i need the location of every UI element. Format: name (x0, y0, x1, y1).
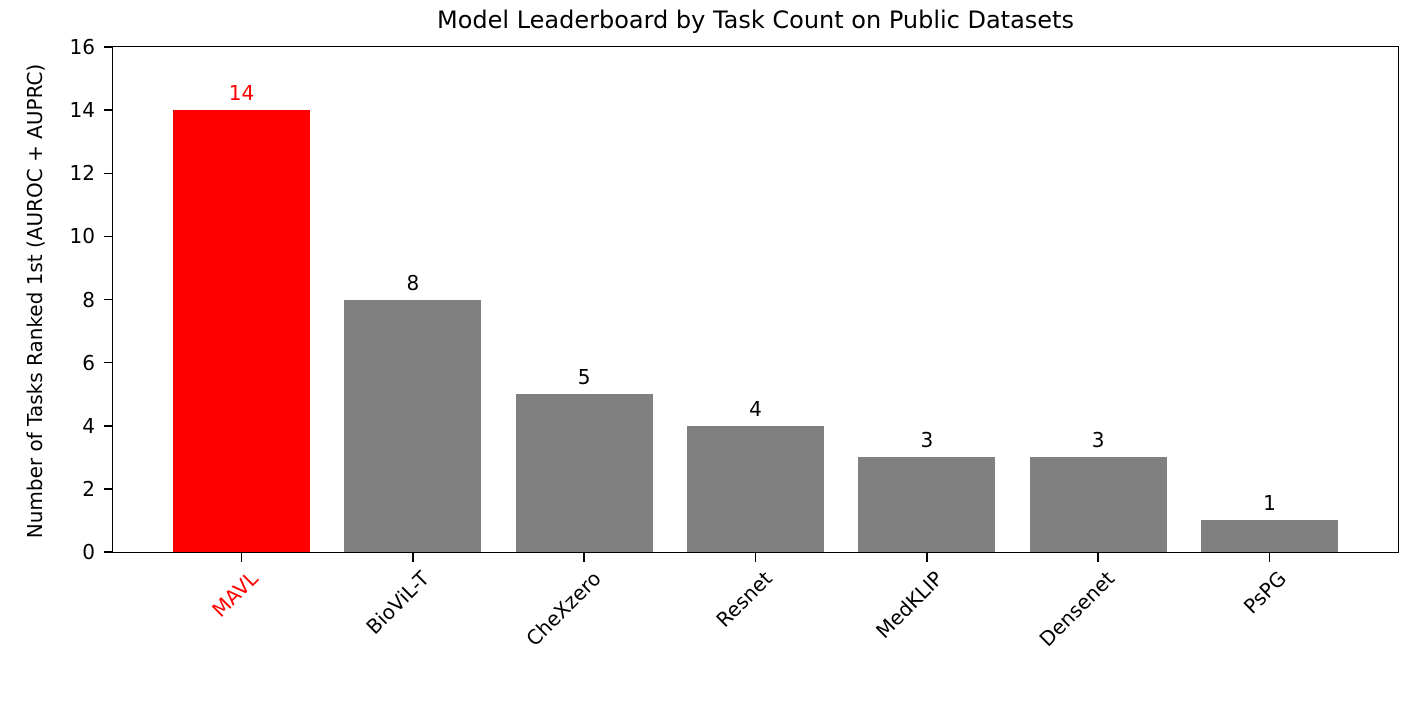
y-tick-label: 2 (82, 476, 95, 501)
bar-resnet (686, 425, 825, 552)
x-tick-mark (926, 552, 928, 562)
x-tick-label: Resnet (711, 566, 777, 632)
y-tick-mark (104, 46, 113, 48)
y-tick-mark (104, 298, 113, 301)
x-tick-label: MedKLIP (871, 566, 949, 644)
x-tick-label: BioViL-T (361, 566, 435, 639)
y-tick-mark (104, 172, 113, 174)
x-tick-mark (1097, 552, 1099, 562)
y-tick-label: 4 (82, 413, 95, 438)
y-tick-label: 12 (69, 161, 95, 186)
y-tick-label: 6 (82, 350, 95, 375)
x-tick-mark (240, 552, 243, 562)
x-tick-mark (754, 552, 757, 562)
y-tick-mark (104, 425, 113, 427)
bar-densenet (1029, 457, 1167, 552)
y-tick-label: 14 (69, 98, 95, 123)
y-tick-mark (104, 235, 113, 238)
bar-biovil-t (344, 299, 482, 552)
x-tick-label: PsPG (1238, 566, 1291, 619)
y-tick-label: 8 (82, 287, 95, 312)
y-tick-label: 10 (69, 224, 95, 249)
bar-value-label: 4 (749, 396, 762, 421)
y-tick-mark (104, 488, 113, 490)
x-tick-mark (583, 552, 585, 562)
bar-value-label: 1 (1263, 491, 1276, 516)
x-tick-label: CheXzero (520, 566, 606, 651)
y-tick-label: 0 (82, 540, 95, 564)
bar-value-label: 8 (406, 270, 420, 295)
bar-mavl (172, 110, 311, 552)
bar-chexzero (515, 394, 653, 552)
plot-spines (112, 46, 1399, 553)
bar-value-label: 5 (577, 365, 591, 390)
x-tick-mark (1268, 552, 1271, 562)
bar-value-label: 3 (920, 428, 934, 453)
bar-value-label: 3 (1091, 428, 1105, 453)
x-tick-mark (412, 552, 414, 562)
y-tick-mark (104, 361, 113, 364)
chart-title: Model Leaderboard by Task Count on Publi… (437, 6, 1074, 34)
x-tick-label: MAVL (207, 566, 263, 622)
y-tick-mark (104, 109, 113, 111)
x-tick-label: Densenet (1034, 566, 1120, 652)
bar-value-label: 14 (228, 81, 255, 106)
y-tick-mark (104, 551, 113, 553)
y-tick-label: 16 (69, 35, 95, 59)
bar-medklip (858, 457, 996, 552)
bar-pspg (1200, 520, 1339, 552)
